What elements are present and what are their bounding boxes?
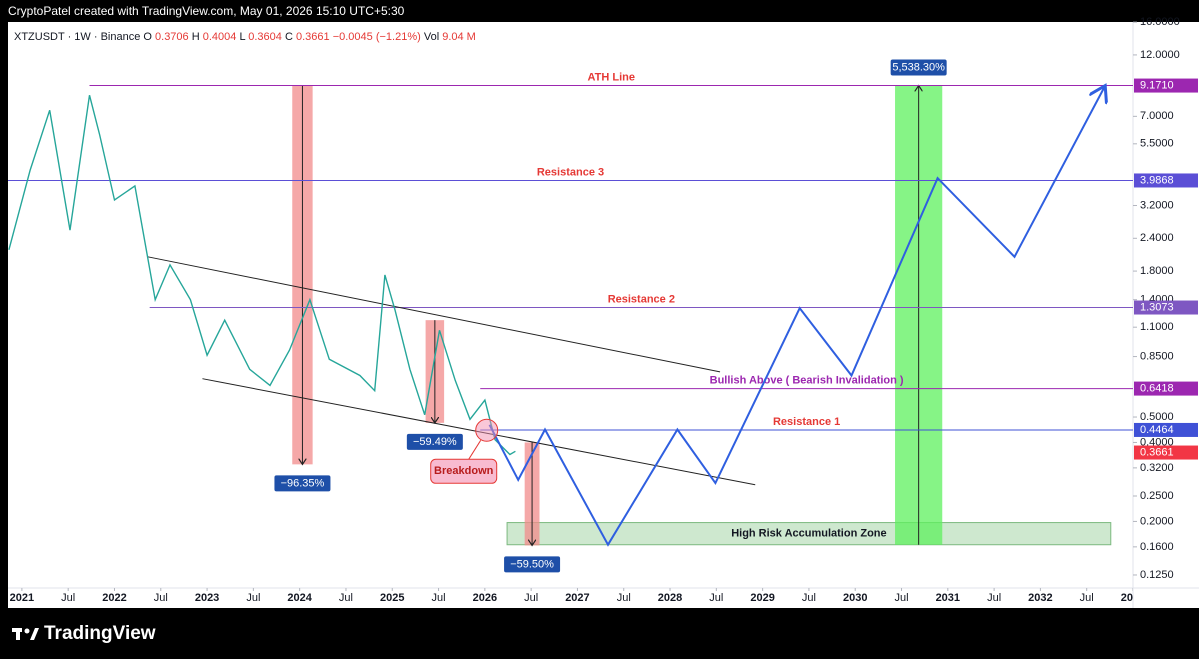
- measure-label: 5,538.30%: [892, 61, 945, 73]
- measure-label-box: [504, 556, 561, 573]
- x-tick-label: 2033: [1121, 592, 1145, 604]
- level-price: 9.1710: [1140, 79, 1174, 91]
- level-price: 0.6418: [1140, 382, 1174, 394]
- measure-label: −96.35%: [281, 477, 325, 489]
- level-name: Resistance 3: [537, 166, 604, 178]
- y-tick-label: 3.2000: [1140, 199, 1174, 211]
- level-price-box: [1134, 422, 1198, 437]
- measure-label-box: [890, 59, 947, 76]
- measure-label: −59.49%: [413, 436, 457, 448]
- measure-label-box: [406, 433, 463, 450]
- measure-label-box: [274, 475, 331, 492]
- ohlc-key: C: [284, 31, 293, 43]
- change: −0.0045 (−1.21%): [332, 31, 421, 43]
- ohlc-key: L: [239, 31, 246, 43]
- x-tick-label: 2027: [565, 592, 589, 604]
- ohlc-key: H: [191, 31, 200, 43]
- breakdown-box: [430, 458, 498, 484]
- x-tick-label: Jul: [524, 592, 538, 604]
- x-tick-label: 2024: [287, 592, 312, 604]
- zone-label: High Risk Accumulation Zone: [731, 528, 886, 540]
- measure-label: −59.50%: [510, 558, 554, 570]
- x-tick-label: Jul: [987, 592, 1001, 604]
- level-name: Resistance 2: [608, 293, 675, 305]
- y-tick-label: 0.2500: [1140, 490, 1174, 502]
- time-axis: 2021 Jul 2022 Jul 2023 Jul 2024 Jul 2025 Jul 2026 J…: [10, 588, 1145, 604]
- ohlc-key: O: [143, 31, 152, 43]
- ohlc-value: 0.3706: [155, 31, 189, 43]
- ohlc-value: 0.3604: [248, 31, 282, 43]
- plot-area: High Risk Accumulation Zone −96.35% −59.49…: [8, 59, 1133, 573]
- current-price-box: [1134, 445, 1198, 460]
- credit: CryptoPatel created with TradingView.com…: [8, 4, 405, 18]
- x-tick-label: Jul: [246, 592, 260, 604]
- x-tick-label: Jul: [617, 592, 631, 604]
- level-name: Resistance 1: [773, 416, 840, 428]
- y-tick-label: 16.0000: [1140, 16, 1180, 28]
- x-tick-label: 2031: [936, 592, 960, 604]
- level-price: 3.9868: [1140, 174, 1174, 186]
- trendline: [147, 256, 721, 373]
- y-tick-label: 5.5000: [1140, 138, 1174, 150]
- vol-key: Vol: [423, 31, 440, 43]
- x-tick-label: Jul: [61, 592, 75, 604]
- y-tick-label: 0.4000: [1140, 436, 1174, 448]
- x-tick-label: Jul: [802, 592, 816, 604]
- level-price-box: [1134, 381, 1198, 396]
- y-tick-label: 12.0000: [1140, 49, 1180, 61]
- x-tick-label: 2021: [10, 592, 34, 604]
- logo-text: TradingView: [44, 623, 156, 644]
- level-price-box: [1134, 173, 1198, 188]
- x-tick-label: 2026: [473, 592, 497, 604]
- x-tick-label: Jul: [432, 592, 446, 604]
- vol-value: 9.04 M: [442, 31, 476, 43]
- level-price: 0.4464: [1140, 424, 1174, 436]
- x-tick-label: Jul: [894, 592, 908, 604]
- y-tick-label: 1.8000: [1140, 265, 1174, 277]
- projection-line: [488, 86, 1106, 547]
- logo-icon: [12, 628, 39, 640]
- x-tick-label: 2025: [380, 592, 404, 604]
- x-tick-label: 2022: [102, 592, 126, 604]
- y-tick-label: 7.0000: [1140, 110, 1174, 122]
- y-tick-label: 0.2000: [1140, 515, 1174, 527]
- y-tick-label: 0.1600: [1140, 541, 1174, 553]
- level-price-box: [1134, 300, 1198, 315]
- level-price-box: [1134, 78, 1198, 93]
- x-tick-label: Jul: [154, 592, 168, 604]
- x-tick-label: 2023: [195, 592, 219, 604]
- x-tick-label: 2029: [750, 592, 774, 604]
- price-axis: 16.0000 12.0000 7.0000 5.5000 3.2000 2.4000 1.…: [1133, 16, 1198, 581]
- symbol: XTZUSDT · 1W · Binance: [14, 31, 141, 43]
- x-tick-label: Jul: [1080, 592, 1094, 604]
- price-line: [8, 95, 516, 456]
- level-price: 1.3073: [1140, 301, 1174, 313]
- level-name: ATH Line: [588, 71, 635, 83]
- symbol-legend: XTZUSDT · 1W · Binance O 0.3706 H 0.4004…: [14, 31, 476, 43]
- x-tick-label: 2028: [658, 592, 682, 604]
- breakdown-circle: [475, 418, 499, 442]
- breakdown-pointer: [468, 440, 482, 460]
- x-tick-label: 2032: [1028, 592, 1052, 604]
- x-tick-label: 2030: [843, 592, 867, 604]
- y-tick-label: 0.1250: [1140, 569, 1174, 581]
- x-tick-label: Jul: [339, 592, 353, 604]
- breakdown-label: Breakdown: [434, 465, 494, 477]
- y-tick-label: 1.1000: [1140, 321, 1174, 333]
- y-tick-label: 0.3200: [1140, 462, 1174, 474]
- ohlc-value: 0.3661: [295, 31, 330, 43]
- level-name: Bullish Above ( Bearish Invalidation ): [710, 374, 904, 386]
- chart-panel: [8, 22, 1199, 608]
- current-price: 0.3661: [1140, 446, 1174, 458]
- y-tick-label: 2.4000: [1140, 232, 1174, 244]
- y-tick-label: 0.5000: [1140, 411, 1174, 423]
- y-tick-label: 0.8500: [1140, 350, 1174, 362]
- accumulation-zone: [506, 522, 1112, 546]
- ohlc-value: 0.4004: [202, 31, 237, 43]
- x-tick-label: Jul: [709, 592, 723, 604]
